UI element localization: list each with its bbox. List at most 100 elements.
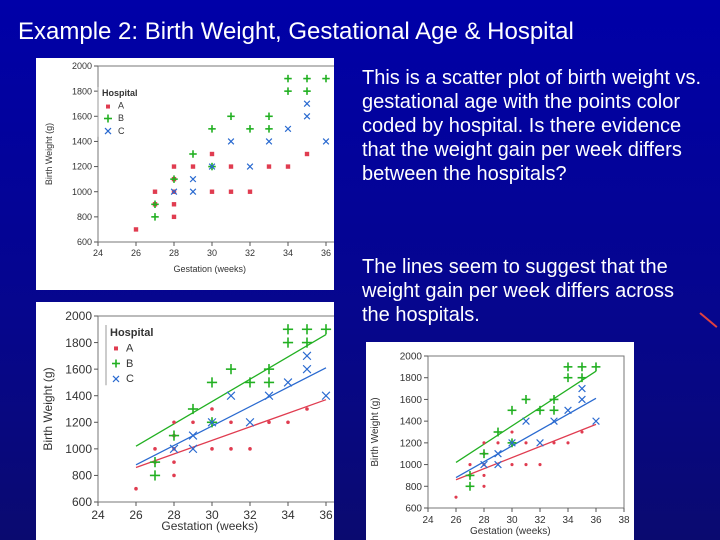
point-b <box>284 74 292 83</box>
point-b <box>149 457 161 468</box>
legend-marker-b <box>112 359 120 368</box>
scatter-panel-fit: 2426283032343638600800100012001400160018… <box>36 302 334 540</box>
y-tick-label: 1200 <box>65 415 92 429</box>
fit-line-c <box>455 397 597 479</box>
point-a <box>210 447 214 451</box>
point-a <box>210 407 214 411</box>
point-b <box>563 373 573 383</box>
point-c <box>264 391 274 401</box>
y-axis-label: Birth Weight (g) <box>41 367 55 450</box>
point-a <box>286 420 290 425</box>
x-axis-label: Gestation (weeks) <box>470 526 551 537</box>
y-tick-label: 1600 <box>72 111 92 121</box>
x-tick-label: 26 <box>131 248 141 258</box>
y-tick-label: 1800 <box>65 336 92 350</box>
x-tick-label: 36 <box>321 248 331 258</box>
x-tick-label: 32 <box>243 508 257 522</box>
y-axis-label: Birth Weight (g) <box>44 123 54 185</box>
point-c <box>226 391 236 401</box>
point-c <box>283 378 293 387</box>
point-a <box>228 189 234 194</box>
point-b <box>208 125 216 133</box>
x-tick-label: 30 <box>207 248 217 258</box>
point-a <box>266 164 272 169</box>
point-a <box>152 189 158 194</box>
x-tick-label: 32 <box>245 248 255 258</box>
y-tick-label: 600 <box>77 237 92 247</box>
point-c <box>302 351 312 361</box>
point-b <box>465 481 475 491</box>
point-c <box>170 188 178 195</box>
x-tick-label: 28 <box>478 515 490 526</box>
point-c <box>494 449 502 458</box>
point-a <box>524 441 528 445</box>
y-tick-label: 1600 <box>65 362 92 376</box>
point-b <box>206 377 218 388</box>
legend-title: Hospital <box>110 327 153 339</box>
point-a <box>566 441 570 445</box>
point-b <box>170 175 178 183</box>
y-tick-label: 1200 <box>400 438 423 449</box>
point-a <box>247 189 253 194</box>
slide-title: Example 2: Birth Weight, Gestational Age… <box>18 18 574 45</box>
point-a <box>482 441 486 445</box>
point-a <box>524 463 528 467</box>
point-b <box>563 362 573 372</box>
point-a <box>228 164 234 169</box>
x-tick-label: 34 <box>281 508 295 522</box>
point-b <box>303 87 311 95</box>
y-tick-label: 1000 <box>65 442 92 456</box>
point-b <box>282 337 294 348</box>
scatter-panel-inset: 24 26 28 30 32 34 36 38 600 800 1000 1200 1400 1600 18… <box>366 342 634 540</box>
point-b <box>265 125 273 133</box>
point-c <box>189 175 197 183</box>
point-b <box>168 430 180 441</box>
legend-marker-c <box>112 375 120 383</box>
point-a <box>172 460 176 464</box>
point-b <box>591 362 601 372</box>
x-axis-label: Gestation (weeks) <box>173 264 246 274</box>
y-tick-label: 800 <box>72 469 92 483</box>
point-c <box>227 138 235 145</box>
point-c <box>480 460 488 469</box>
x-tick-label: 38 <box>618 515 630 526</box>
y-tick-label: 1400 <box>72 137 92 147</box>
legend-label-a: A <box>118 101 124 111</box>
point-b <box>549 395 559 404</box>
point-b <box>265 112 273 121</box>
fit-line-a <box>135 399 327 469</box>
y-tick-label: 2000 <box>72 61 92 71</box>
x-tick-label: 36 <box>319 508 333 522</box>
scatter-chart-by-hospital: 2426283032343638600800100012001400160018… <box>44 61 334 274</box>
point-b <box>521 395 531 404</box>
point-a <box>229 447 233 451</box>
x-tick-label: 28 <box>169 248 179 258</box>
point-b <box>227 112 235 121</box>
point-a <box>171 202 177 207</box>
point-c <box>265 138 273 145</box>
point-c <box>207 417 217 427</box>
point-c <box>188 444 198 454</box>
point-c <box>550 417 558 425</box>
legend-label-b: B <box>126 358 133 370</box>
fit-line-b <box>455 370 597 463</box>
y-tick-label: 800 <box>405 482 422 493</box>
point-c <box>508 439 516 447</box>
point-b <box>320 324 332 335</box>
point-a <box>552 441 556 445</box>
point-a <box>209 151 215 157</box>
legend-label-c: C <box>126 373 134 385</box>
point-c <box>188 431 198 440</box>
fit-line-b <box>135 334 327 447</box>
point-a <box>229 420 233 425</box>
point-a <box>191 420 195 425</box>
legend-title: Hospital <box>102 88 138 98</box>
point-b <box>301 337 313 348</box>
paragraph-question: This is a scatter plot of birth weight v… <box>362 67 702 185</box>
fit-line-c <box>135 367 327 466</box>
legend-marker-a <box>106 104 110 109</box>
legend-label-b: B <box>118 113 124 123</box>
point-c <box>245 417 255 427</box>
point-b <box>465 471 475 480</box>
legend-marker-b <box>104 114 112 123</box>
